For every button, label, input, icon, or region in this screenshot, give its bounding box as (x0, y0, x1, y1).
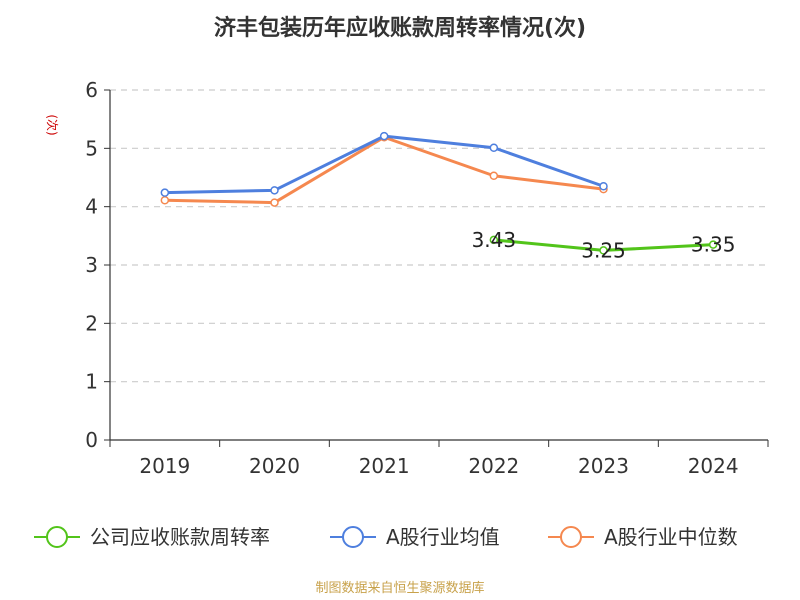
data-label: 3.25 (581, 238, 626, 262)
data-point (489, 143, 499, 152)
x-tick-label: 2021 (359, 454, 410, 478)
series-1 (160, 131, 608, 197)
series-line (164, 135, 604, 205)
legend: 公司应收账款周转率 A股行业均值 A股行业中位数 (34, 525, 738, 549)
data-point (270, 186, 279, 195)
legend-item[interactable]: A股行业均值 (330, 525, 500, 549)
y-tick-label: 5 (85, 136, 98, 160)
x-tick-label: 2024 (688, 454, 739, 478)
series-2 (160, 133, 608, 207)
y-tick-label: 4 (85, 195, 98, 219)
y-axis-label: (次) (45, 114, 59, 135)
y-tick-label: 0 (85, 428, 98, 452)
legend-label: A股行业均值 (386, 525, 500, 549)
y-tick-label: 1 (85, 370, 98, 394)
x-tick-labels: 2019 2020 2021 2022 2023 2024 (139, 454, 738, 478)
axes (104, 89, 769, 447)
data-point (270, 198, 279, 207)
series-group: 3.43 3.25 3.35 (160, 131, 736, 262)
source-note: 制图数据来自恒生聚源数据库 (315, 580, 484, 596)
data-point (599, 182, 608, 191)
x-tick-label: 2022 (468, 454, 519, 478)
chart-title: 济丰包装历年应收账款周转率情况(次) (214, 15, 586, 41)
legend-marker-icon (342, 526, 364, 548)
legend-label: A股行业中位数 (604, 525, 738, 549)
series-0: 3.43 3.25 3.35 (472, 228, 736, 262)
x-tick-label: 2023 (578, 454, 629, 478)
x-tick-label: 2019 (139, 454, 190, 478)
data-point (708, 240, 718, 249)
grid-lines (110, 89, 768, 383)
legend-label: 公司应收账款周转率 (90, 525, 270, 549)
data-point (379, 131, 389, 141)
x-tick-label: 2020 (249, 454, 300, 478)
y-tick-label: 6 (85, 78, 98, 102)
data-point (489, 235, 499, 245)
y-tick-labels: 0 1 2 3 4 5 6 (85, 78, 98, 452)
legend-item[interactable]: A股行业中位数 (548, 525, 738, 549)
legend-marker-icon (560, 526, 582, 548)
data-point (599, 246, 608, 255)
y-tick-label: 2 (85, 311, 98, 335)
data-label: 3.43 (472, 228, 517, 252)
data-label: 3.35 (691, 233, 736, 257)
data-point (160, 188, 170, 197)
series-line (164, 134, 604, 195)
legend-marker-icon (46, 526, 68, 548)
y-tick-label: 3 (85, 253, 98, 277)
data-point (489, 171, 499, 180)
legend-item[interactable]: 公司应收账款周转率 (34, 525, 270, 549)
data-point (160, 196, 170, 205)
